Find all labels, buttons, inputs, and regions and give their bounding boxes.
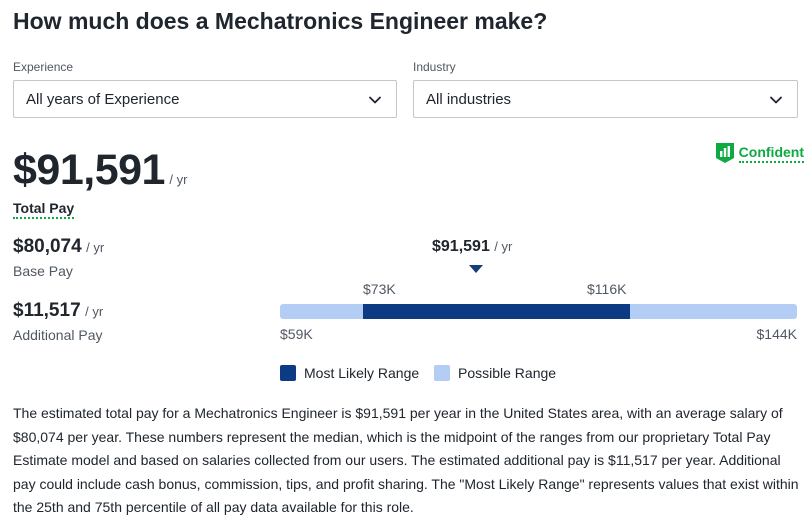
total-pay-label[interactable]: Total Pay <box>13 200 75 219</box>
additional-pay-unit: / yr <box>85 304 104 319</box>
chevron-down-icon <box>770 96 782 104</box>
likely-range-low: $73K <box>363 281 396 297</box>
base-pay-label: Base Pay <box>13 263 73 279</box>
most-likely-swatch <box>280 365 296 381</box>
possible-swatch <box>434 365 450 381</box>
salary-description: The estimated total pay for a Mechatroni… <box>13 405 799 515</box>
median-pay-value: $91,591 <box>432 238 490 255</box>
experience-label: Experience <box>13 60 74 74</box>
additional-pay-label: Additional Pay <box>13 327 103 343</box>
base-pay-unit: / yr <box>86 240 105 255</box>
industry-dropdown[interactable]: All industries <box>413 80 798 118</box>
possible-label: Possible Range <box>458 365 557 381</box>
likely-range-bar <box>363 304 630 319</box>
likely-range-high: $116K <box>587 281 627 297</box>
additional-pay-amount: $11,517 / yr <box>13 300 103 322</box>
total-pay-unit: / yr <box>169 172 188 187</box>
page-title: How much does a Mechatronics Engineer ma… <box>13 8 548 34</box>
additional-pay-value: $11,517 <box>13 300 81 321</box>
most-likely-label: Most Likely Range <box>304 365 420 381</box>
total-pay-amount: $91,591 / yr <box>13 146 187 195</box>
median-pointer-icon <box>469 265 483 273</box>
possible-range-high: $144K <box>756 326 797 342</box>
experience-value: All years of Experience <box>26 91 180 108</box>
legend-most-likely: Most Likely Range <box>280 365 419 381</box>
confidence-badge[interactable]: Confident <box>715 142 804 164</box>
chevron-down-icon <box>369 96 381 104</box>
confidence-label: Confident <box>738 144 804 163</box>
experience-dropdown[interactable]: All years of Experience <box>13 80 397 118</box>
possible-range-low: $59K <box>280 326 313 342</box>
industry-value: All industries <box>426 91 512 108</box>
total-pay-value: $91,591 <box>13 146 165 194</box>
median-pay-unit: / yr <box>494 239 513 254</box>
confidence-bars-icon <box>715 143 734 163</box>
base-pay-value: $80,074 <box>13 236 82 257</box>
legend-possible: Possible Range <box>434 365 556 381</box>
median-pay-label: $91,591 / yr <box>432 238 512 256</box>
industry-label: Industry <box>413 60 456 74</box>
base-pay-amount: $80,074 / yr <box>13 236 104 258</box>
